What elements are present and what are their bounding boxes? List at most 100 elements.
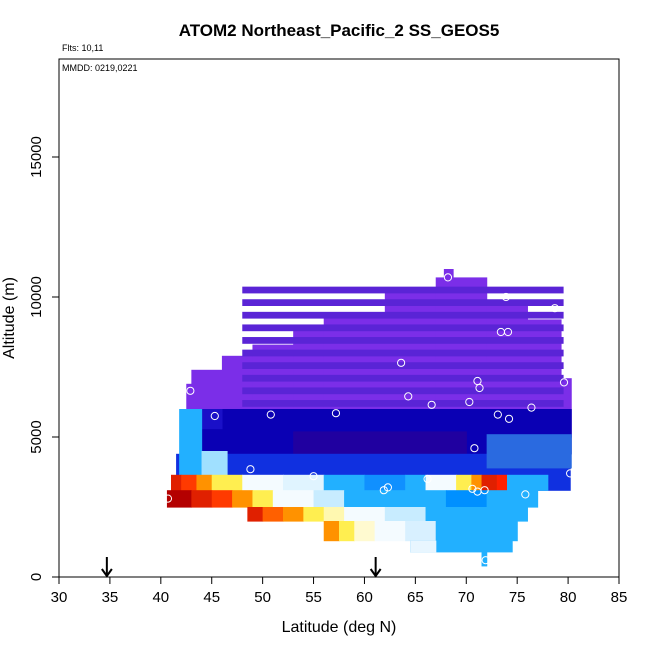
y-tick-label: 5000	[28, 420, 45, 453]
purple-cell	[242, 349, 564, 357]
sample-points	[163, 273, 575, 565]
x-tick-label: 40	[152, 589, 169, 606]
warm-cell	[247, 507, 264, 522]
plot-frame	[58, 58, 620, 578]
warm-cell	[354, 521, 376, 542]
sample-point	[501, 292, 511, 302]
x-axis: 30 35 40 45 50 55 60 65 70 75 80 85	[51, 577, 628, 606]
warm-cell	[384, 507, 427, 522]
blue-cell	[486, 434, 572, 469]
x-tick-label: 55	[305, 589, 322, 606]
sample-point	[423, 474, 432, 484]
warm-cell	[272, 490, 315, 508]
x-tick-label: 80	[560, 589, 577, 606]
x-tick-label: 75	[509, 589, 526, 606]
warm-cell	[445, 490, 488, 508]
warm-cell	[405, 474, 427, 491]
lightblue-cell	[410, 540, 437, 553]
purple-cell	[242, 286, 564, 294]
warm-cell	[211, 490, 233, 508]
lightblue-cell	[481, 551, 488, 567]
warm-cell	[262, 507, 284, 522]
purple-cell	[242, 400, 564, 407]
sample-point	[397, 358, 406, 367]
sample-point	[566, 469, 575, 478]
y-tick-label: 10000	[28, 276, 45, 318]
sample-point	[527, 403, 536, 412]
sample-point	[493, 410, 502, 419]
y-axis: 0 5000 10000 15000	[28, 136, 59, 581]
warm-cell	[374, 521, 406, 542]
warm-cell	[283, 507, 304, 522]
warm-cell	[232, 490, 254, 508]
sample-point	[427, 400, 436, 409]
warm-cell	[196, 474, 213, 491]
warm-cell	[496, 474, 508, 491]
warm-cell	[252, 490, 274, 508]
x-tick-label: 45	[203, 589, 220, 606]
warm-cell	[471, 474, 483, 491]
warm-cell	[303, 507, 325, 522]
x-tick-label: 65	[407, 589, 424, 606]
lightblue-cell	[201, 451, 228, 477]
sample-point	[443, 273, 453, 282]
sample-point	[266, 410, 275, 419]
sample-point	[521, 490, 530, 499]
x-tick-label: 30	[51, 589, 68, 606]
warm-cell	[313, 490, 345, 508]
lightblue-cell	[179, 409, 203, 477]
warm-cell	[481, 474, 498, 491]
sample-point	[379, 486, 388, 495]
warm-cell	[191, 490, 213, 508]
sample-point	[404, 392, 413, 401]
warm-cell	[344, 490, 447, 508]
sample-point	[480, 486, 489, 495]
warm-cell	[344, 507, 386, 522]
arrow-head	[101, 568, 113, 578]
warm-cell	[425, 507, 528, 522]
sample-point	[559, 378, 569, 387]
y-axis-label: Altitude (m)	[1, 277, 18, 359]
warm-cell	[211, 474, 243, 491]
warm-cell	[456, 474, 472, 491]
x-tick-label: 50	[254, 589, 271, 606]
purple-cell	[242, 324, 564, 332]
warm-cell	[486, 490, 539, 508]
x-tick-label: 85	[611, 589, 628, 606]
x-tick-label: 70	[458, 589, 475, 606]
sample-point	[503, 327, 513, 337]
lightblue-cell	[410, 540, 513, 553]
sample-point	[550, 304, 559, 313]
warm-cell	[283, 474, 325, 491]
warm-cell	[166, 490, 192, 508]
y-tick-label: 15000	[28, 136, 45, 178]
warm-cell	[323, 474, 366, 491]
sample-point	[481, 556, 490, 565]
warm-cell	[425, 474, 457, 491]
sample-point	[504, 414, 514, 423]
x-tick-label: 35	[102, 589, 119, 606]
heatmap-area	[166, 269, 572, 567]
warm-cell	[171, 474, 182, 491]
sample-point	[468, 484, 477, 493]
warm-cell	[323, 507, 345, 522]
warm-cell	[405, 521, 437, 542]
purple-cell	[242, 299, 564, 306]
sample-point	[210, 411, 219, 421]
warm-cell	[323, 521, 340, 542]
x-axis-label: Latitude (deg N)	[282, 619, 397, 636]
purple-cell	[242, 387, 564, 395]
purple-cell	[560, 378, 572, 438]
purple-cell	[242, 311, 564, 319]
dates-annotation: MMDD: 0219,0221	[62, 63, 138, 73]
sample-point	[465, 397, 474, 407]
sample-point	[475, 383, 484, 393]
warm-cell	[181, 474, 198, 491]
warm-cell	[339, 521, 355, 542]
sample-point	[470, 444, 479, 453]
purple-cell	[242, 374, 564, 382]
x-tick-label: 60	[356, 589, 373, 606]
sample-point	[186, 386, 195, 395]
sample-point	[163, 494, 173, 503]
